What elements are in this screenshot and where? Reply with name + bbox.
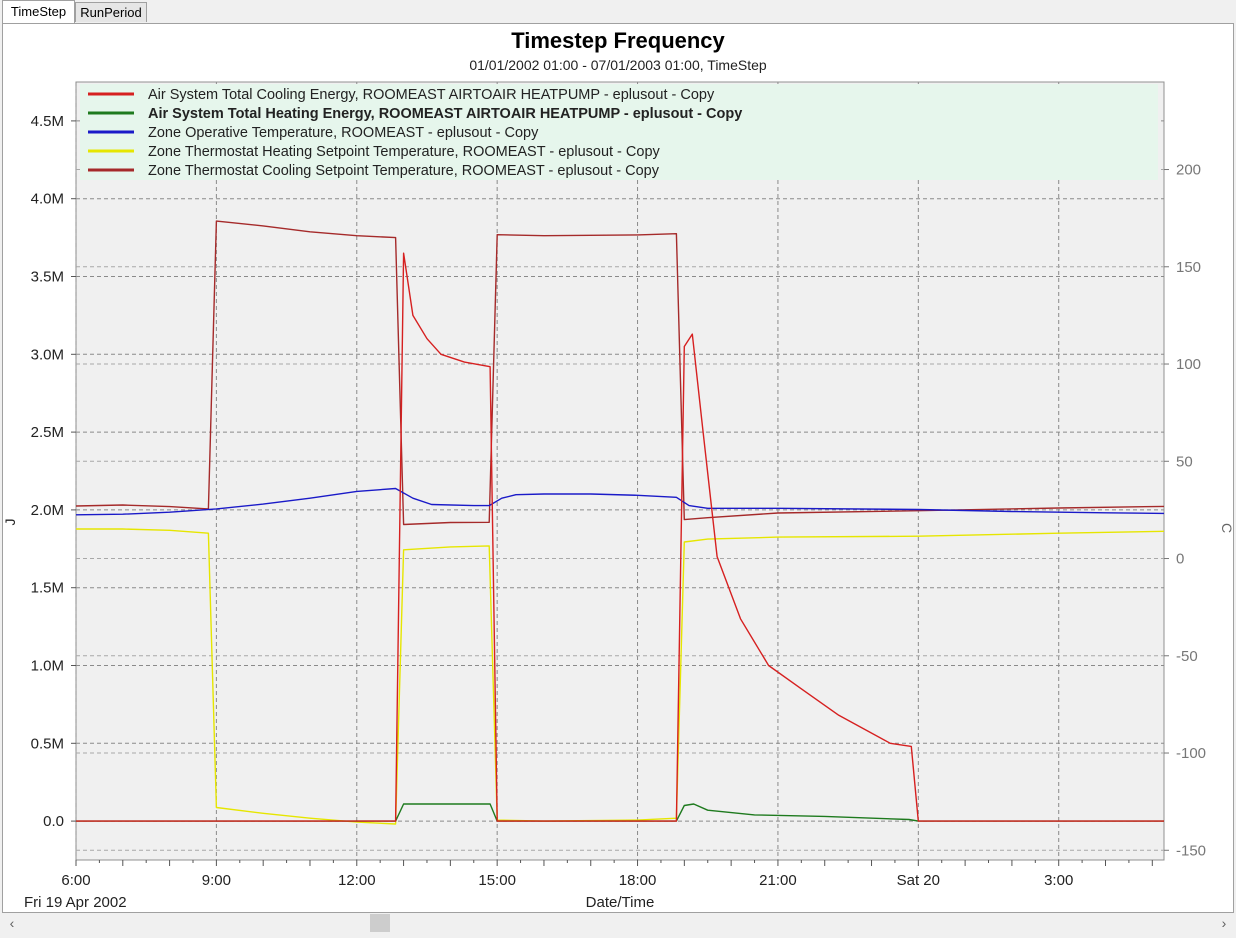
legend-entry[interactable]: Air System Total Cooling Energy, ROOMEAS… bbox=[148, 87, 715, 103]
y-right-tick-label: -50 bbox=[1176, 648, 1198, 665]
x-date-label: Fri 19 Apr 2002 bbox=[24, 894, 127, 911]
y-right-tick-label: -100 bbox=[1176, 745, 1206, 762]
legend bbox=[80, 84, 1158, 180]
y-left-tick-label: 0.5M bbox=[31, 735, 64, 752]
y-right-tick-label: 150 bbox=[1176, 259, 1201, 276]
y-left-tick-label: 0.0 bbox=[43, 813, 64, 830]
x-tick-label: 15:00 bbox=[478, 872, 516, 889]
y-left-tick-label: 2.0M bbox=[31, 502, 64, 519]
y-left-tick-label: 1.5M bbox=[31, 580, 64, 597]
y-right-tick-label: -150 bbox=[1176, 842, 1206, 859]
x-axis-label: Date/Time bbox=[586, 894, 655, 911]
tab-timestep[interactable]: TimeStep bbox=[2, 0, 75, 24]
legend-entry[interactable]: Zone Thermostat Heating Setpoint Tempera… bbox=[148, 144, 661, 160]
x-tick-label: Sat 20 bbox=[897, 872, 940, 889]
x-tick-label: 18:00 bbox=[619, 872, 657, 889]
tab-strip: TimeStep RunPeriod bbox=[0, 0, 1236, 24]
x-tick-label: 6:00 bbox=[61, 872, 90, 889]
scroll-left-icon[interactable]: ‹ bbox=[9, 915, 15, 931]
chart-subtitle: 01/01/2002 01:00 - 07/01/2003 01:00, Tim… bbox=[469, 57, 767, 73]
plot-area bbox=[75, 81, 1165, 861]
series-line-1 bbox=[76, 803, 1164, 822]
legend-entry[interactable]: Zone Operative Temperature, ROOMEAST - e… bbox=[148, 125, 539, 141]
scroll-right-icon[interactable]: › bbox=[1221, 915, 1227, 931]
chart-title: Timestep Frequency bbox=[511, 28, 725, 53]
x-tick-label: 12:00 bbox=[338, 872, 376, 889]
y-left-tick-label: 4.0M bbox=[31, 191, 64, 208]
series-line-0 bbox=[76, 252, 1164, 822]
series-line-3 bbox=[76, 528, 1165, 825]
tab-runperiod[interactable]: RunPeriod bbox=[75, 2, 147, 22]
y-right-tick-label: 200 bbox=[1176, 162, 1201, 179]
series-layer bbox=[75, 220, 1165, 825]
x-tick-label: 9:00 bbox=[202, 872, 231, 889]
x-tick-label: 3:00 bbox=[1044, 872, 1073, 889]
y-right-tick-label: 100 bbox=[1176, 356, 1201, 373]
y-left-tick-label: 4.5M bbox=[31, 113, 64, 130]
y-axis-right-label: C bbox=[1219, 523, 1235, 533]
y-left-tick-label: 2.5M bbox=[31, 424, 64, 441]
legend-layer: Air System Total Cooling Energy, ROOMEAS… bbox=[88, 87, 742, 179]
y-right-tick-label: 0 bbox=[1176, 551, 1184, 568]
x-tick-label: 21:00 bbox=[759, 872, 797, 889]
legend-entry[interactable]: Air System Total Heating Energy, ROOMEAS… bbox=[148, 106, 742, 122]
y-right-tick-label: 50 bbox=[1176, 453, 1193, 470]
legend-entry[interactable]: Zone Thermostat Cooling Setpoint Tempera… bbox=[148, 163, 660, 179]
series-line-2 bbox=[75, 487, 1165, 516]
series-line-4 bbox=[75, 220, 1165, 526]
y-axis-left-label: J bbox=[2, 519, 18, 526]
axis-layer: 6:00 9:00 12:00 15:00 18:00 21:00 Sat 20 3:00 0.… bbox=[31, 113, 1206, 889]
scrollbar-thumb[interactable] bbox=[370, 914, 390, 932]
y-left-tick-label: 3.0M bbox=[31, 346, 64, 363]
y-left-tick-label: 3.5M bbox=[31, 269, 64, 286]
y-left-tick-label: 1.0M bbox=[31, 658, 64, 675]
horizontal-scrollbar[interactable]: ‹ › bbox=[2, 913, 1234, 934]
